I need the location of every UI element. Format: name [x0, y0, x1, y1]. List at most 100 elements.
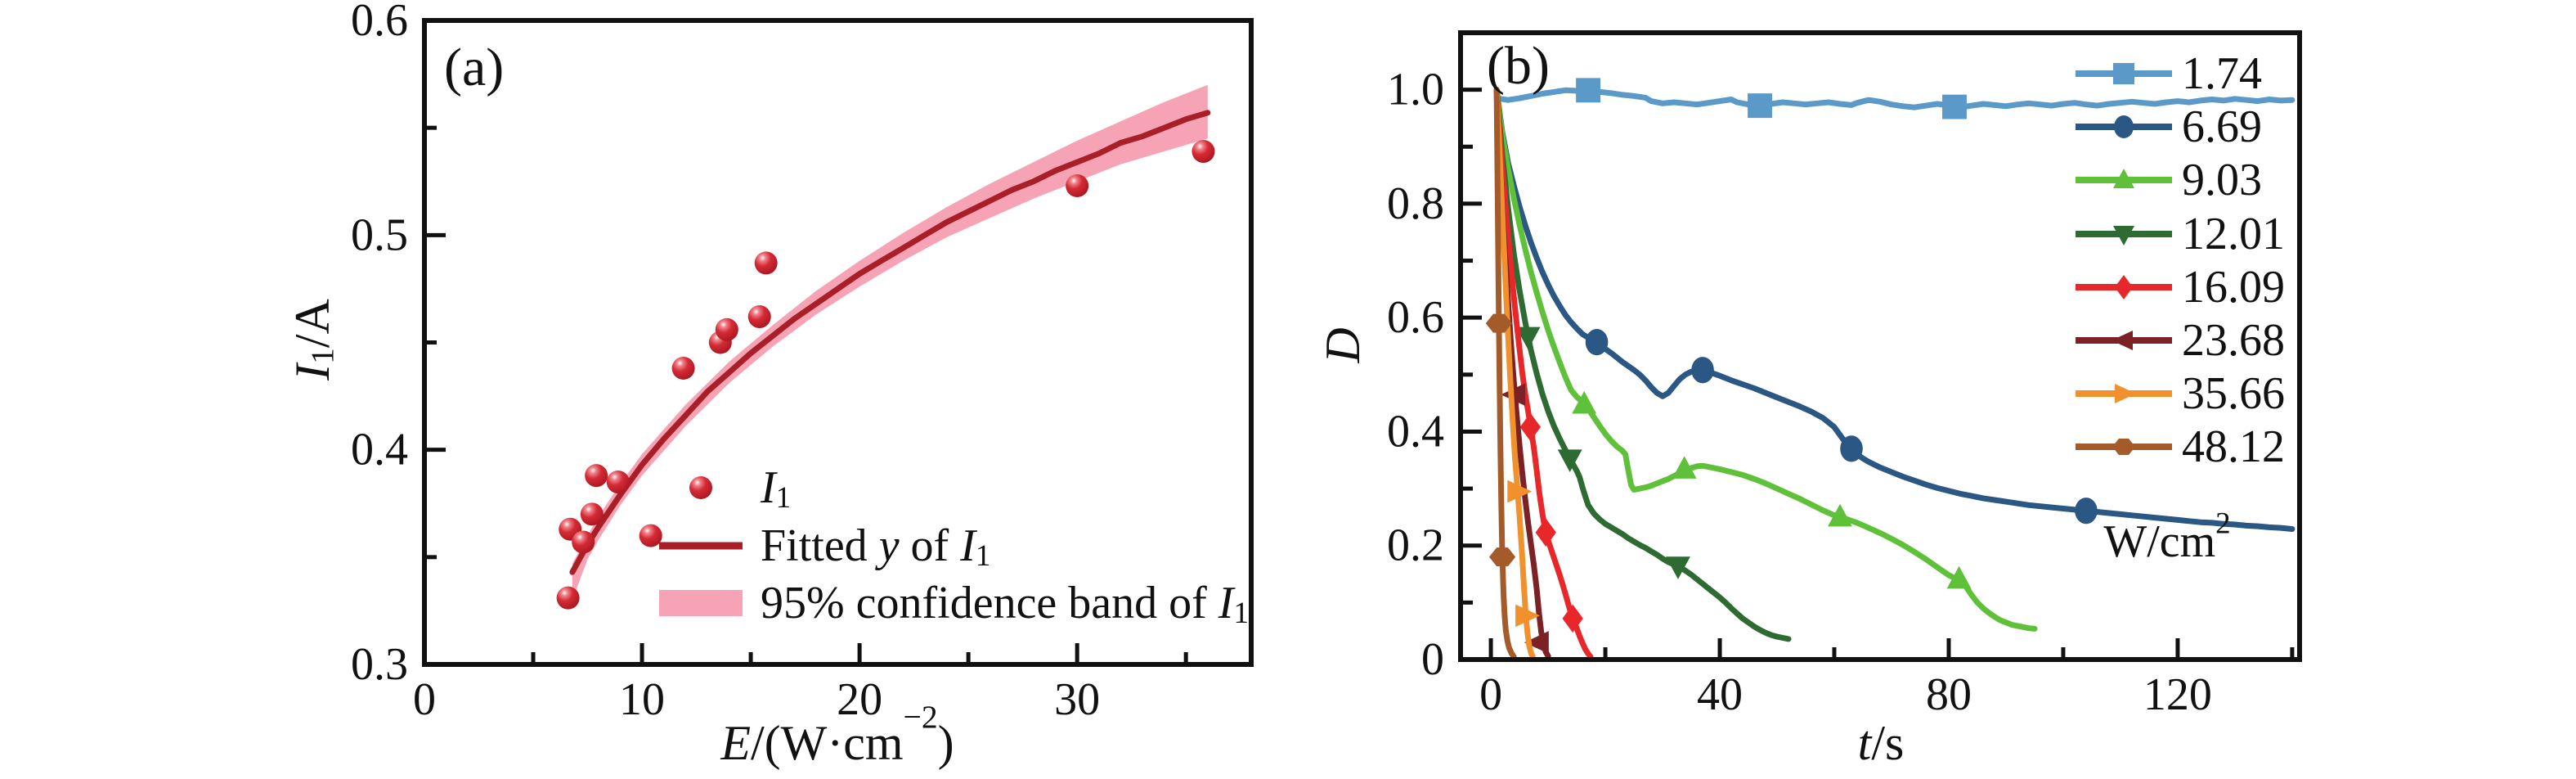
unit-annotation: W/cm2	[2103, 506, 2230, 567]
sphere-marker-icon	[585, 464, 608, 488]
sphere-marker-icon	[606, 471, 630, 494]
legend-label: 48.12	[2182, 421, 2285, 472]
triangle-up-marker-icon	[1572, 390, 1597, 414]
y-tick-label: 0.5	[351, 209, 408, 260]
legend-label: I1	[760, 462, 791, 514]
diamond-marker-icon	[1535, 518, 1556, 547]
square-marker-icon	[1576, 78, 1601, 103]
sphere-marker-icon	[1192, 140, 1215, 164]
series-line	[1493, 87, 2296, 532]
x-tick-label: 80	[1926, 669, 1972, 720]
y-tick-label: 0.3	[351, 639, 408, 690]
y-tick-label: 0.6	[1387, 292, 1444, 343]
sphere-marker-icon	[715, 317, 738, 341]
scatter-points	[556, 140, 1215, 610]
square-marker-icon	[1748, 93, 1772, 119]
square-marker-icon	[2113, 63, 2134, 84]
fitted-curve	[569, 110, 1211, 575]
legend-label: 35.66	[2182, 368, 2285, 419]
legend-label: Fitted y of I1	[761, 520, 990, 572]
panel-tag: (a)	[444, 38, 504, 97]
x-tick-label: 120	[2143, 669, 2212, 720]
series-line	[1493, 87, 2296, 110]
hexagon-marker-icon	[1485, 313, 1512, 333]
circle-marker-icon	[1840, 435, 1863, 462]
triangle-up-marker-icon	[1672, 456, 1697, 479]
series-12.01	[1493, 87, 1792, 642]
series-6.69	[1493, 87, 2296, 532]
sphere-marker-icon	[689, 476, 712, 499]
y-tick-label: 0	[1421, 634, 1444, 685]
x-tick-label: 40	[1697, 669, 1743, 720]
hexagon-marker-icon	[2112, 439, 2135, 455]
sphere-marker-icon	[580, 502, 604, 526]
circle-marker-icon	[2075, 498, 2098, 525]
legend-label: 9.03	[2182, 155, 2262, 205]
square-marker-icon	[1942, 94, 1967, 119]
triangle-left-marker-icon	[2112, 331, 2133, 350]
triangle-up-marker-icon	[1828, 503, 1852, 527]
legend-label: 1.74	[2182, 48, 2262, 99]
diamond-marker-icon	[1519, 412, 1542, 442]
diamond-marker-icon	[1562, 604, 1583, 633]
sphere-marker-icon	[556, 586, 580, 610]
x-tick-label: 30	[1054, 674, 1100, 725]
legend-label: 23.68	[2182, 315, 2285, 366]
triangle-left-marker-icon	[1524, 631, 1549, 654]
x-tick-label: 10	[619, 674, 665, 725]
series-35.66	[1493, 87, 1541, 660]
y-tick-label: 0.8	[1387, 178, 1444, 229]
triangle-down-marker-icon	[1557, 449, 1582, 472]
sphere-marker-icon	[754, 251, 778, 275]
axes: 0 10 20 30 0.3 0.4 0.5 0.6 E/(W·cm−2) I1/A (a)	[285, 0, 1254, 771]
sphere-marker-icon	[671, 356, 695, 380]
x-tick-label: 20	[837, 674, 882, 725]
series-line	[1493, 87, 1792, 642]
legend-label: 6.69	[2182, 101, 2262, 152]
triangle-down-marker-icon	[1665, 556, 1690, 579]
y-axis-title: D	[1316, 327, 1370, 363]
series-9.03	[1493, 87, 2038, 632]
sphere-marker-icon	[747, 305, 771, 329]
series-1.74	[1493, 78, 2296, 119]
legend-band-swatch	[659, 590, 743, 616]
triangle-up-marker-icon	[2113, 169, 2134, 188]
triangle-up-marker-icon	[1946, 565, 1972, 589]
x-tick-label: 0	[413, 674, 436, 725]
hexagon-marker-icon	[1488, 547, 1516, 567]
legend-label: 16.09	[2182, 262, 2285, 313]
y-tick-label: 0.4	[1387, 406, 1444, 457]
triangle-right-marker-icon	[1507, 480, 1533, 503]
circle-marker-icon	[1585, 329, 1609, 356]
triangle-down-marker-icon	[2113, 226, 2134, 245]
y-tick-label: 0.2	[1387, 520, 1444, 571]
y-tick-label: 0.6	[351, 0, 408, 46]
y-tick-label: 0.4	[351, 425, 408, 475]
x-tick-label: 0	[1479, 669, 1502, 720]
circle-marker-icon	[2114, 115, 2134, 138]
legend-label: 95% confidence band of I1	[761, 578, 1249, 629]
triangle-down-marker-icon	[1515, 326, 1541, 350]
series-line	[1493, 87, 2038, 632]
triangle-right-marker-icon	[2115, 384, 2136, 403]
axes: 0 40 80 120 0 0.2 0.4 0.6 0.8 1.0 t/s D (b)	[1316, 30, 2302, 770]
panel-a-legend: I1 Fitted y of I1 95% confidence band of I…	[659, 462, 1249, 629]
sphere-marker-icon	[1066, 173, 1089, 197]
legend-label: 12.01	[2182, 209, 2285, 259]
diamond-marker-icon	[2115, 275, 2133, 299]
series-48.12	[1485, 87, 1517, 660]
sphere-marker-icon	[639, 524, 662, 547]
series-line	[1493, 87, 1536, 660]
y-tick-label: 1.0	[1387, 65, 1444, 115]
panel-b	[1485, 78, 2296, 660]
series-line	[1493, 87, 1517, 660]
x-axis-title: t/s	[1858, 716, 1905, 770]
circle-marker-icon	[1691, 357, 1714, 384]
panel-a	[556, 84, 1215, 610]
x-axis-title: E/(W·cm−2)	[720, 699, 954, 771]
y-axis-title: I1/A	[285, 299, 340, 381]
panel-tag: (b)	[1487, 36, 1550, 96]
